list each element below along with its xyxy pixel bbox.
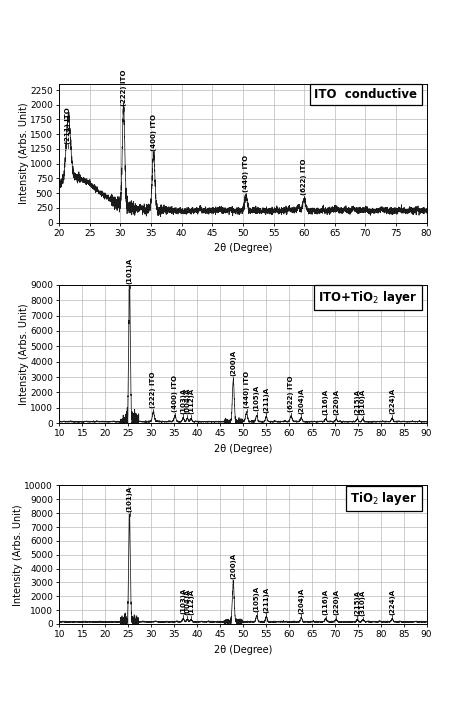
Text: (211) ITO: (211) ITO [65, 107, 72, 144]
Text: (310)A: (310)A [360, 590, 366, 616]
Text: (215)A: (215)A [354, 389, 360, 415]
Text: (220)A: (220)A [333, 389, 339, 415]
Text: (004)A: (004)A [184, 388, 191, 414]
Text: (204)A: (204)A [298, 587, 304, 613]
Text: (224)A: (224)A [389, 589, 395, 615]
Text: (211)A: (211)A [264, 386, 269, 413]
X-axis label: 2θ (Degree): 2θ (Degree) [214, 243, 272, 253]
Text: (400) ITO: (400) ITO [151, 114, 156, 151]
X-axis label: 2θ (Degree): 2θ (Degree) [214, 444, 272, 454]
Text: ITO  conductive: ITO conductive [314, 88, 418, 101]
Text: (215)A: (215)A [354, 590, 360, 615]
Y-axis label: Intensity (Arbs. Unit): Intensity (Arbs. Unit) [13, 504, 23, 606]
Y-axis label: Intensity (Arbs. Unit): Intensity (Arbs. Unit) [18, 304, 28, 404]
X-axis label: 2θ (Degree): 2θ (Degree) [214, 645, 272, 655]
Text: (105)A: (105)A [254, 585, 260, 612]
Text: (622) ITO: (622) ITO [301, 158, 307, 195]
Text: (220)A: (220)A [333, 590, 339, 615]
Y-axis label: Intensity (Arbs. Unit): Intensity (Arbs. Unit) [18, 102, 28, 204]
Text: (112)A: (112)A [188, 388, 194, 414]
Text: (211)A: (211)A [264, 587, 269, 613]
Text: (103)A: (103)A [180, 388, 186, 414]
Text: (200)A: (200)A [230, 553, 236, 579]
Text: (116)A: (116)A [323, 388, 328, 415]
Text: (101)A: (101)A [127, 486, 133, 512]
Text: (440) ITO: (440) ITO [244, 371, 250, 408]
Text: (200)A: (200)A [230, 350, 236, 376]
Text: (224)A: (224)A [389, 388, 395, 414]
Text: (101)A: (101)A [127, 257, 133, 284]
Text: (103)A: (103)A [180, 588, 186, 615]
Text: (310)A: (310)A [360, 389, 366, 415]
Text: (004)A: (004)A [184, 589, 191, 615]
Text: (204)A: (204)A [298, 388, 304, 414]
Text: ITO+TiO$_2$ layer: ITO+TiO$_2$ layer [318, 289, 418, 306]
Text: (116)A: (116)A [323, 589, 328, 615]
Text: (112)A: (112)A [188, 590, 194, 615]
Text: TiO$_2$ layer: TiO$_2$ layer [350, 489, 418, 507]
Text: (222) ITO: (222) ITO [120, 70, 127, 107]
Text: (400) ITO: (400) ITO [172, 375, 178, 412]
Text: (622) ITO: (622) ITO [288, 376, 294, 412]
Text: (222) ITO: (222) ITO [150, 372, 156, 408]
Text: (440) ITO: (440) ITO [243, 155, 249, 192]
Text: (105)A: (105)A [254, 386, 260, 411]
